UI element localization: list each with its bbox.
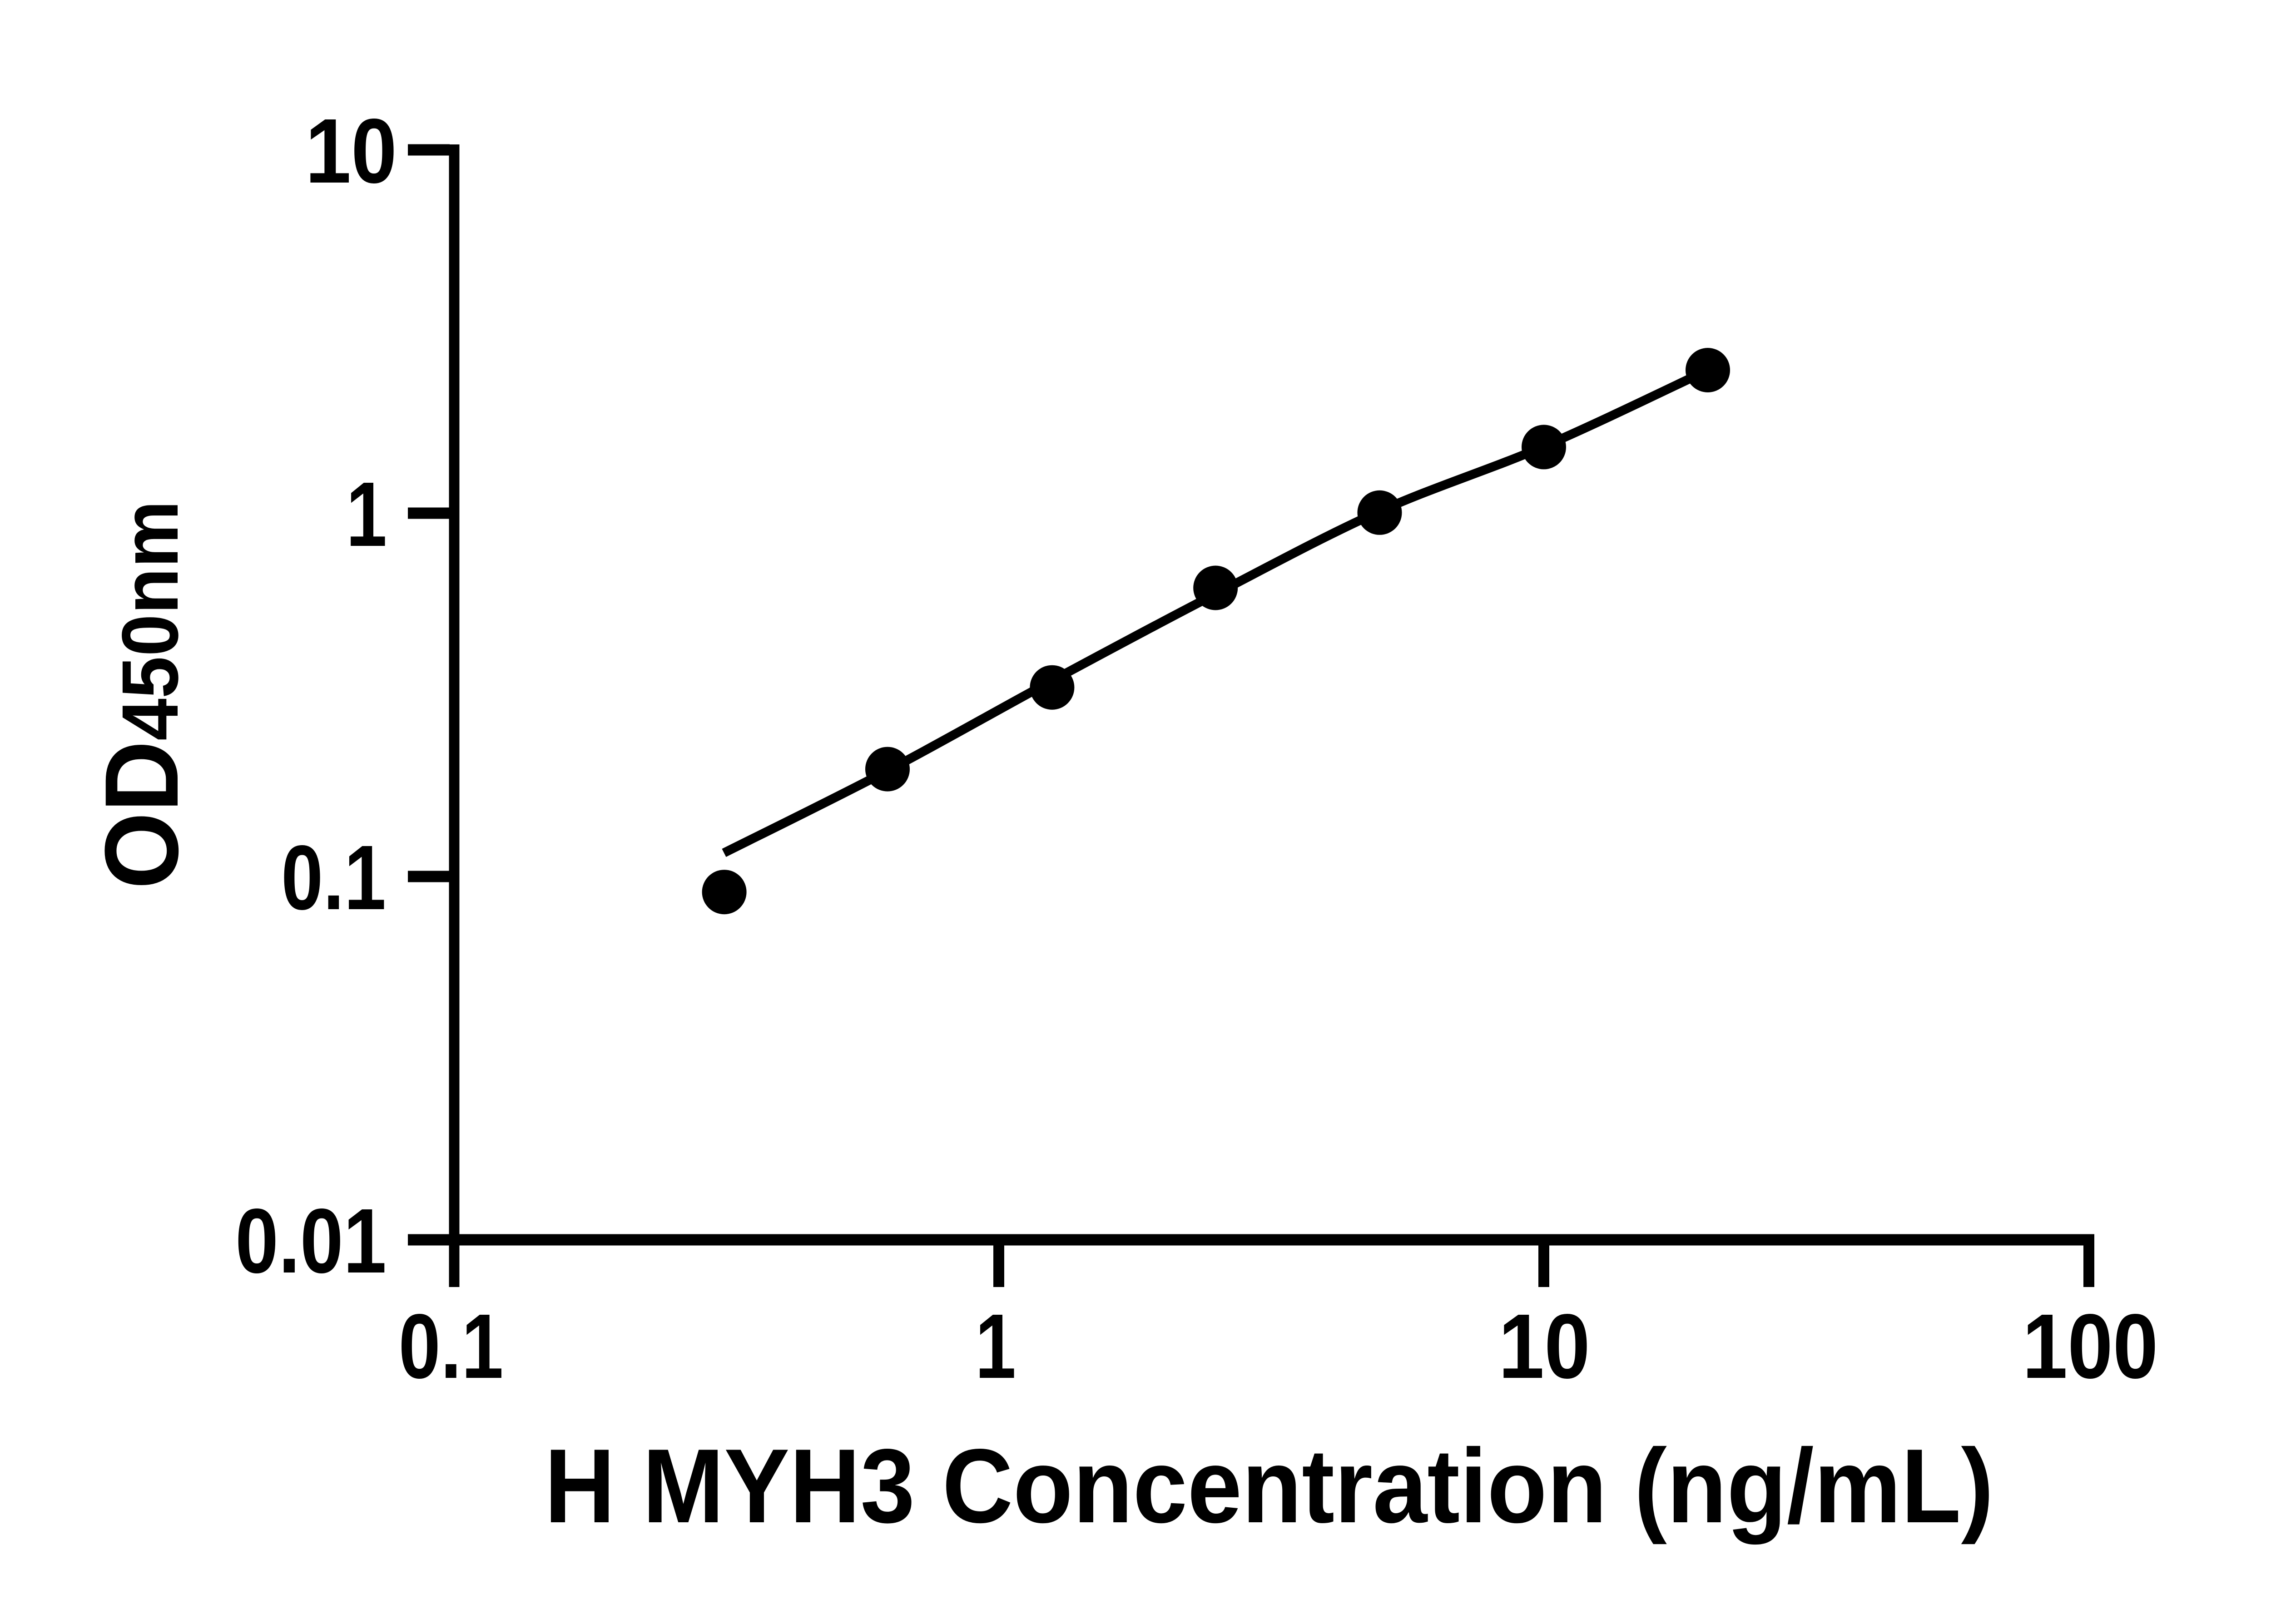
svg-text:1: 1: [346, 463, 387, 565]
svg-text:0.01: 0.01: [235, 1189, 387, 1292]
svg-text:1: 1: [975, 1295, 1016, 1397]
svg-text:OD450nm: OD450nm: [83, 500, 200, 889]
svg-text:0.1: 0.1: [281, 826, 386, 929]
svg-text:10: 10: [1498, 1295, 1590, 1397]
svg-text:H MYH3 Concentration (ng/mL): H MYH3 Concentration (ng/mL): [545, 1427, 1994, 1545]
svg-text:100: 100: [2023, 1295, 2158, 1397]
svg-text:0.1: 0.1: [399, 1295, 504, 1397]
svg-text:10: 10: [305, 99, 397, 202]
